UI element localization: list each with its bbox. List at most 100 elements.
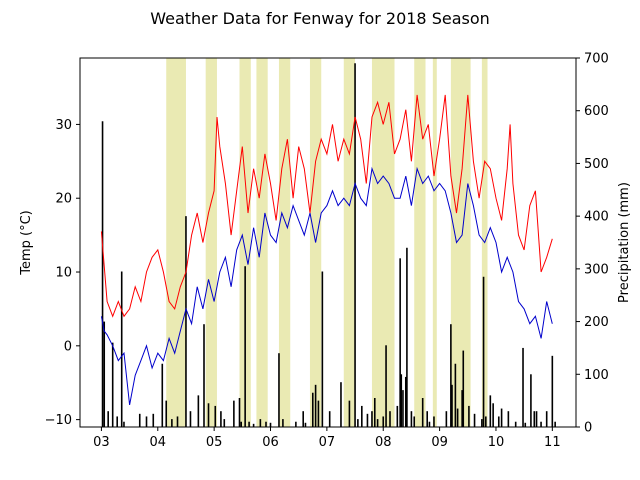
precip-bar xyxy=(138,413,141,427)
y2-tick-label: 400 xyxy=(584,210,609,225)
precip-bar xyxy=(176,416,179,427)
precip-bar xyxy=(404,376,407,427)
precip-bar xyxy=(400,374,403,427)
precip-bar xyxy=(545,411,548,427)
precip-bar xyxy=(454,363,457,427)
precip-bar xyxy=(120,271,123,427)
precip-bar xyxy=(328,411,331,427)
precip-bar xyxy=(302,411,304,427)
precip-bar xyxy=(340,382,342,427)
precip-bar xyxy=(385,345,387,427)
x-tick-label: 11 xyxy=(544,435,561,450)
precip-bar xyxy=(220,411,222,427)
precip-bar xyxy=(485,416,487,427)
y-axis-left: −10 0 10 20 30 xyxy=(45,118,80,428)
precip-bar xyxy=(357,419,359,427)
precip-bar xyxy=(445,411,448,427)
precip-bars xyxy=(101,63,556,428)
shaded-span xyxy=(278,58,291,427)
shaded-span xyxy=(239,58,251,427)
precip-bar xyxy=(456,408,459,427)
precip-bar xyxy=(214,405,217,427)
precip-bar xyxy=(240,421,242,427)
shaded-span xyxy=(343,58,356,427)
precip-bar xyxy=(265,421,267,427)
precip-bar xyxy=(450,324,452,427)
precip-bar xyxy=(123,421,125,427)
precip-bar xyxy=(366,413,369,427)
precip-bar xyxy=(278,353,280,427)
x-tick-label: 08 xyxy=(375,435,392,450)
precip-bar xyxy=(382,416,385,427)
y2-tick-label: 0 xyxy=(584,421,592,436)
precip-bar xyxy=(522,347,524,427)
y2-tick-label: 500 xyxy=(584,157,609,172)
max-temp-line xyxy=(100,94,553,318)
precip-bar xyxy=(361,405,363,427)
precip-bar xyxy=(426,411,428,427)
x-tick-label: 07 xyxy=(319,435,336,450)
precip-bar xyxy=(197,395,200,427)
precip-bar xyxy=(413,416,416,427)
y2-tick-label: 600 xyxy=(584,104,609,119)
precip-bar xyxy=(354,63,356,428)
precip-bar xyxy=(524,422,527,427)
y2-axis-title: Precipitation (mm) xyxy=(617,182,632,303)
shaded-span xyxy=(371,58,395,427)
precip-bar xyxy=(376,419,379,427)
precip-bar xyxy=(269,422,272,427)
shaded-span xyxy=(414,58,426,427)
precip-bar xyxy=(473,413,476,427)
precip-bar xyxy=(530,374,532,427)
precip-bar xyxy=(348,400,351,427)
precip-bar xyxy=(304,422,307,427)
precip-bar xyxy=(428,421,431,427)
precip-bar xyxy=(185,216,187,427)
precip-bar xyxy=(497,416,500,427)
precip-bar xyxy=(489,395,492,427)
precip-bar xyxy=(373,398,376,427)
precip-bar xyxy=(406,247,408,427)
precip-bar xyxy=(314,384,317,427)
precip-bar xyxy=(317,400,320,427)
precip-bar xyxy=(107,411,109,427)
precip-bar xyxy=(402,390,404,427)
y2-tick-label: 700 xyxy=(584,52,609,67)
y-tick-label: 0 xyxy=(64,339,72,354)
y-tick-label: −10 xyxy=(45,413,72,428)
shaded-span xyxy=(166,58,186,427)
precip-bar xyxy=(389,411,391,427)
precip-bar xyxy=(233,400,235,427)
shaded-spans xyxy=(166,58,488,427)
shaded-span xyxy=(432,58,437,427)
precip-bar xyxy=(492,403,494,427)
x-tick-label: 06 xyxy=(262,435,279,450)
precip-bar xyxy=(282,419,284,427)
precip-bar xyxy=(252,423,255,427)
x-tick-label: 05 xyxy=(206,435,223,450)
precip-bar xyxy=(500,408,503,427)
chart-title: Weather Data for Fenway for 2018 Season xyxy=(150,9,490,28)
plot-frame xyxy=(79,57,577,428)
shaded-span xyxy=(256,58,268,427)
precip-bar xyxy=(481,419,483,427)
precip-bar xyxy=(207,403,210,427)
precip-bar xyxy=(171,419,173,427)
precip-bar xyxy=(116,416,118,427)
precip-bar xyxy=(514,421,517,427)
x-axis: 03 04 05 06 07 08 09 10 11 xyxy=(93,427,561,450)
precip-bar xyxy=(507,411,510,427)
precip-bar xyxy=(223,419,226,427)
precip-bar xyxy=(535,411,538,427)
shaded-span xyxy=(205,58,217,427)
y-tick-label: 10 xyxy=(55,266,72,281)
precip-bar xyxy=(189,411,192,427)
x-tick-label: 10 xyxy=(488,435,505,450)
y-axis-title: Temp (°C) xyxy=(19,210,34,276)
precip-bar xyxy=(462,350,465,427)
precip-bar xyxy=(101,121,104,427)
precip-bar xyxy=(533,411,536,427)
shaded-span xyxy=(450,58,471,427)
precip-bar xyxy=(311,392,314,427)
